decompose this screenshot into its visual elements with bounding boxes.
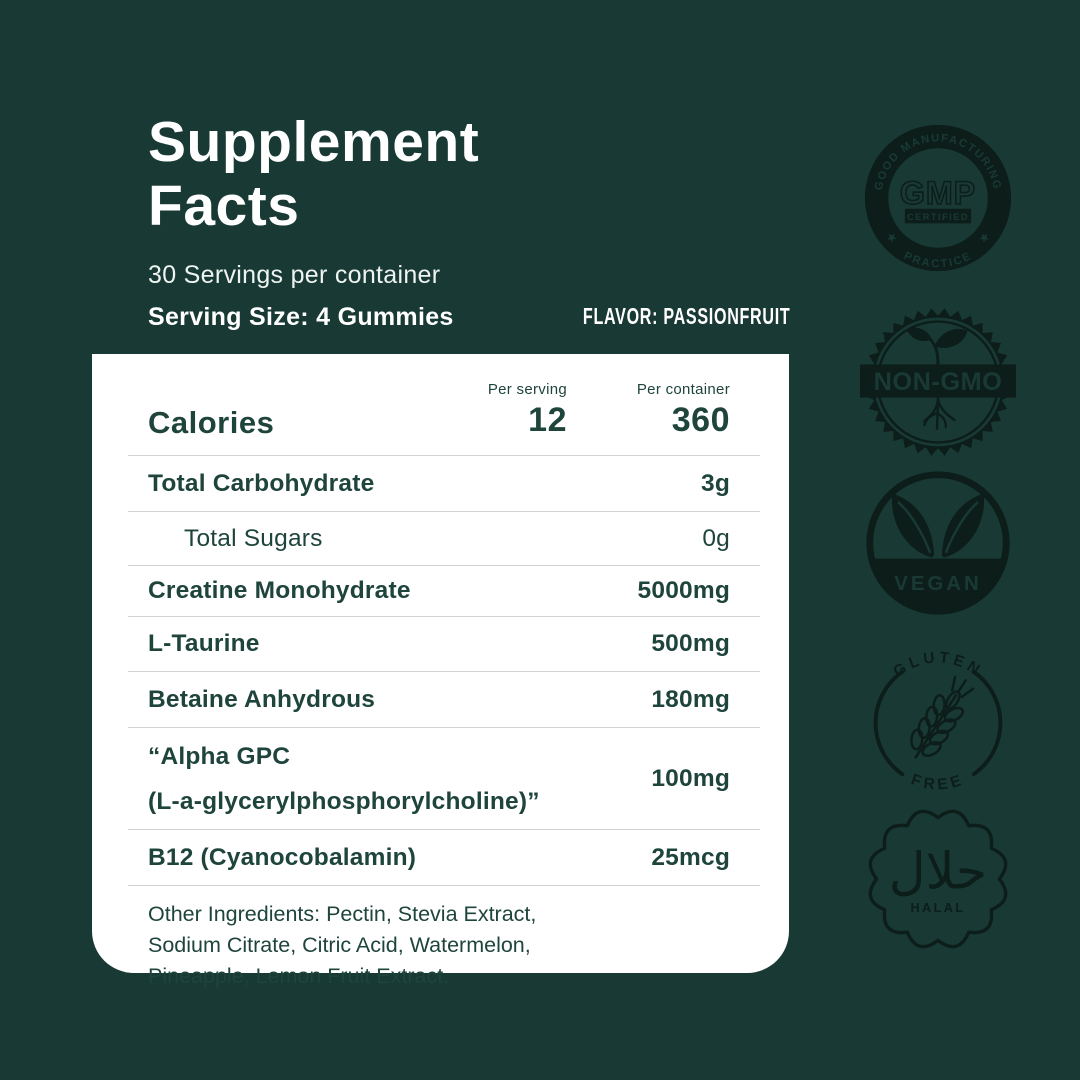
table-row: “Alpha GPC (L-a-glycerylphosphorylcholin… <box>128 728 760 830</box>
vegan-text: VEGAN <box>894 572 981 595</box>
calories-label: Calories <box>148 405 275 440</box>
leaf-right-icon <box>941 493 985 558</box>
nutrient-label: Total Sugars <box>184 524 323 552</box>
sprout-leaf-right-icon <box>935 328 968 348</box>
nutrient-value: 25mcg <box>651 843 730 871</box>
free-arc-text: FREE <box>909 771 963 793</box>
facts-card: Calories Per serving 12 Per container 36… <box>92 354 789 988</box>
roots-icon <box>923 396 956 431</box>
nutrient-label: B12 (Cyanocobalamin) <box>148 843 417 871</box>
nutrient-value: 500mg <box>651 630 730 657</box>
non-gmo-text: NON-GMO <box>874 368 1003 396</box>
gluten-arc-text: GLUTEN <box>890 649 981 681</box>
non-gmo-badge-icon: NON-GMO <box>860 308 1016 456</box>
non-gmo-banner <box>860 364 1016 398</box>
gmp-certified-text: CERTIFIED <box>907 212 969 222</box>
nutrient-value: 0g <box>702 524 730 552</box>
title-line-1: Supplement <box>148 110 480 174</box>
halal-seal-path <box>868 809 1008 949</box>
halal-badge: حلال HALAL <box>860 801 1016 957</box>
table-row: L-Taurine 500mg <box>128 617 760 672</box>
per-container-column: Per container 360 <box>637 381 730 440</box>
non-gmo-badge: NON-GMO <box>860 304 1016 460</box>
nutrient-label-line-1: “Alpha GPC <box>148 742 291 770</box>
wheat-icon <box>910 675 975 759</box>
nutrient-label: “Alpha GPC (L-a-glycerylphosphorylcholin… <box>148 734 540 824</box>
calories-per-container-value: 360 <box>671 401 730 439</box>
gluten-free-badge-icon: GLUTEN FREE <box>873 649 1003 794</box>
calories-row: Calories Per serving 12 Per container 36… <box>128 354 760 456</box>
sprout-leaf-left-icon <box>906 327 932 342</box>
leaf-left-icon <box>891 493 935 558</box>
vegan-badge-icon: VEGAN <box>866 471 1010 615</box>
table-row: B12 (Cyanocobalamin) 25mcg <box>128 830 760 886</box>
calories-per-serving-value: 12 <box>528 401 567 439</box>
halal-badge-icon: حلال HALAL <box>868 809 1008 949</box>
svg-text:GLUTEN: GLUTEN <box>890 649 985 681</box>
table-row: Total Carbohydrate 3g <box>128 456 760 512</box>
other-ingredients-line-1: Other Ingredients: Pectin, Stevia Extrac… <box>148 902 537 926</box>
other-ingredients-text: Other Ingredients: Pectin, Stevia Extrac… <box>128 886 760 992</box>
gmp-certified-badge: GOOD MANUFACTURING PRACTICE ★ ★ GMP CERT… <box>860 120 1016 276</box>
table-row: Total Sugars 0g <box>128 512 760 566</box>
vegan-badge: VEGAN <box>860 465 1016 621</box>
nutrient-value: 180mg <box>651 685 730 713</box>
nutrient-label: Creatine Monohydrate <box>148 577 411 604</box>
halal-text: HALAL <box>910 901 965 915</box>
servings-per-container-text: 30 Servings per container <box>148 261 441 289</box>
sprout-stem-icon <box>928 337 940 365</box>
table-row: Betaine Anhydrous 180mg <box>128 672 760 728</box>
nutrient-value: 5000mg <box>637 577 730 604</box>
table-row: Creatine Monohydrate 5000mg <box>128 566 760 617</box>
flavor-text: FLAVOR: PASSIONFRUIT <box>582 303 790 329</box>
nutrient-label: L-Taurine <box>148 630 260 657</box>
nutrient-label-line-2: (L-a-glycerylphosphorylcholine)” <box>148 787 540 815</box>
per-container-header: Per container <box>636 381 730 398</box>
other-ingredients-line-2: Sodium Citrate, Citric Acid, Watermelon, <box>148 933 531 957</box>
gmp-badge-icon: GOOD MANUFACTURING PRACTICE ★ ★ GMP CERT… <box>864 124 1012 272</box>
per-serving-header: Per serving <box>487 381 567 398</box>
halal-arabic-text: حلال <box>889 842 987 901</box>
gluten-free-badge: GLUTEN FREE <box>860 645 1016 801</box>
serving-size-text: Serving Size: 4 Gummies <box>148 303 454 331</box>
gmp-center-text: GMP <box>900 175 976 211</box>
nutrient-value: 3g <box>701 469 730 497</box>
title-line-2: Facts <box>148 174 300 238</box>
per-serving-column: Per serving 12 <box>488 381 567 440</box>
svg-text:FREE: FREE <box>909 771 967 793</box>
other-ingredients-line-3: Pineapple, Lemon Fruit Extract. <box>148 964 450 988</box>
nutrient-value: 100mg <box>651 764 730 792</box>
nutrient-label: Total Carbohydrate <box>148 469 375 497</box>
nutrient-label: Betaine Anhydrous <box>148 685 376 713</box>
page-title: Supplement Facts <box>148 110 479 238</box>
